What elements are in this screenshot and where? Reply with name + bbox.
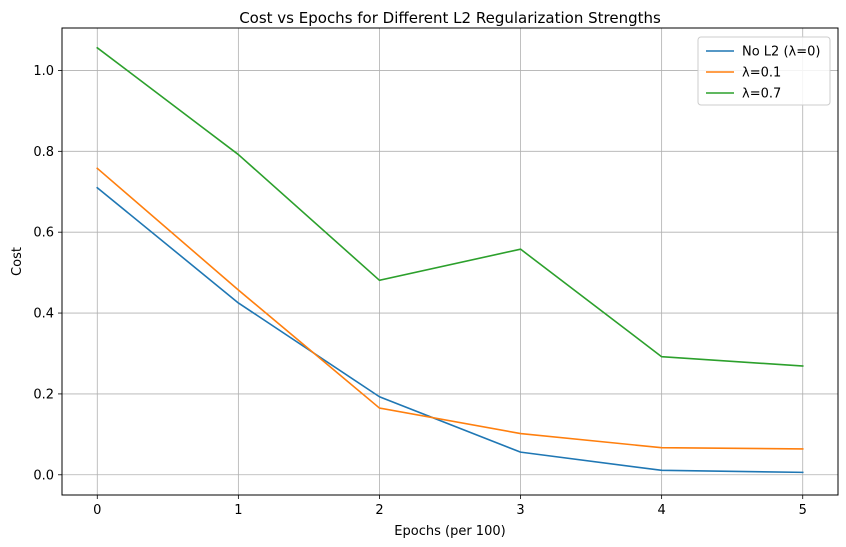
series-line-2: [96, 167, 804, 450]
plot-frame: [61, 27, 839, 496]
legend: No L2 (λ=0) λ=0.1 λ=0.7: [697, 36, 831, 106]
x-tick-label: 2: [375, 503, 383, 518]
y-tick-label: 0.8: [33, 145, 54, 160]
y-axis-label: Cost: [10, 247, 25, 276]
y-tick-label: 0.6: [33, 226, 54, 241]
x-axis-label: Epochs (per 100): [394, 524, 505, 539]
y-tick-label: 0.4: [33, 307, 54, 322]
series-lines: [96, 46, 804, 474]
chart-title: Cost vs Epochs for Different L2 Regulari…: [239, 9, 661, 27]
x-tick-label: 5: [799, 503, 807, 518]
y-tick-label: 1.0: [33, 64, 54, 79]
axis-ticks: 0 1 2 3 4 5 0.0 0.2 0.4 0.6 0.8 1.0: [33, 64, 807, 518]
legend-label-2: λ=0.1: [742, 66, 781, 81]
legend-label-1: No L2 (λ=0): [742, 45, 820, 60]
y-tick-label: 0.2: [33, 387, 54, 402]
legend-box: [697, 36, 831, 106]
x-tick-label: 4: [657, 503, 665, 518]
x-tick-label: 3: [516, 503, 524, 518]
series-line-3: [96, 46, 804, 367]
legend-label-3: λ=0.7: [742, 87, 781, 102]
grid-lines: [62, 28, 838, 495]
x-tick-label: 0: [93, 503, 101, 518]
series-line-1: [96, 186, 804, 474]
y-tick-label: 0.0: [33, 468, 54, 483]
x-tick-label: 1: [234, 503, 242, 518]
